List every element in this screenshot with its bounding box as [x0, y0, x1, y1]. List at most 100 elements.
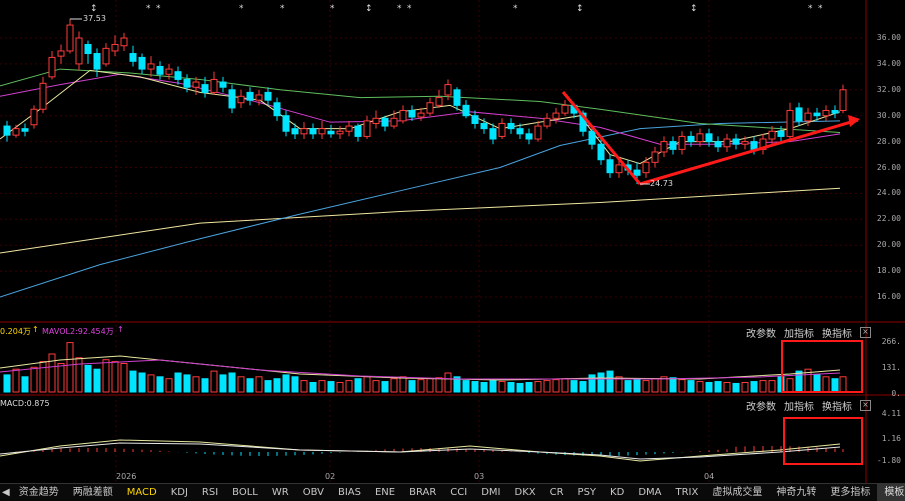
candle-body	[102, 47, 110, 65]
volume-bar	[165, 378, 173, 393]
volume-bar	[210, 370, 218, 393]
volume-bar	[84, 364, 92, 393]
candle-body	[822, 110, 830, 117]
volume-legend-b-arrow: ↑	[117, 325, 124, 334]
tab-22[interactable]: 模板	[877, 484, 905, 501]
price-tick-label: 28.00	[876, 136, 901, 146]
tab-20[interactable]: 神奇九转	[776, 487, 817, 498]
candle-body	[489, 128, 497, 140]
price-tick-label: 24.00	[876, 188, 901, 198]
volume-bar	[543, 380, 551, 393]
volume-bar	[12, 368, 20, 393]
candle-body	[399, 110, 407, 122]
candle-body	[786, 110, 794, 137]
tab-16[interactable]: KD	[610, 487, 625, 498]
volume-bar	[507, 382, 515, 393]
volume-bar	[120, 363, 128, 393]
tab-19[interactable]: 虚拟成交量	[712, 487, 763, 498]
tab-4[interactable]: RSI	[201, 487, 219, 498]
tab-6[interactable]: WR	[271, 487, 289, 498]
tab-3[interactable]: KDJ	[170, 487, 188, 498]
price-tick-label: 32.00	[876, 84, 901, 94]
macd-switch-indicator-button[interactable]: 换指标	[822, 402, 852, 413]
candle-body	[111, 43, 119, 52]
tab-7[interactable]: OBV	[302, 487, 324, 498]
volume-bar	[183, 374, 191, 393]
volume-bar	[201, 378, 209, 393]
tab-11[interactable]: CCI	[450, 487, 468, 498]
candle-body	[561, 104, 569, 114]
date-tick-label: 04	[704, 472, 715, 481]
macd-close-icon[interactable]: ×	[860, 400, 871, 411]
tab-2[interactable]: MACD	[126, 487, 157, 498]
event-marker: *	[330, 4, 335, 14]
candle-body	[129, 53, 137, 62]
volume-bar	[390, 378, 398, 393]
candle-body	[48, 56, 56, 78]
event-marker: *	[513, 4, 518, 14]
volume-bar	[732, 382, 740, 393]
volume-bar	[615, 376, 623, 393]
price-tick-label: 30.00	[876, 110, 901, 120]
candle-body	[39, 82, 47, 110]
candle-body	[336, 130, 344, 135]
high-price-label: 37.53	[83, 14, 106, 23]
tab-8[interactable]: BIAS	[337, 487, 361, 498]
volume-close-icon[interactable]: ×	[860, 327, 871, 338]
tab-1[interactable]: 两融差额	[72, 487, 113, 498]
tab-12[interactable]: DMI	[481, 487, 501, 498]
tab-5[interactable]: BOLL	[232, 487, 258, 498]
volume-bar	[21, 376, 29, 393]
tab-10[interactable]: BRAR	[409, 487, 437, 498]
volume-bar	[354, 378, 362, 393]
price-tick-label: 34.00	[876, 58, 901, 68]
candle-body	[453, 89, 461, 106]
tab-17[interactable]: DMA	[638, 487, 662, 498]
candle-body	[480, 122, 488, 130]
volume-bar	[336, 382, 344, 393]
volume-change-params-button[interactable]: 改参数	[746, 329, 776, 340]
volume-bar	[624, 380, 632, 393]
volume-bar	[228, 372, 236, 393]
candle-body	[273, 102, 281, 117]
volume-bar	[66, 342, 74, 393]
event-marker: *	[156, 4, 161, 14]
candle-body	[291, 128, 299, 135]
macd-add-indicator-button[interactable]: 加指标	[784, 402, 814, 413]
ma-line-blue	[0, 120, 841, 298]
candle-body	[93, 53, 101, 70]
candle-body	[462, 104, 470, 117]
volume-bar	[669, 377, 677, 393]
candle-body	[696, 133, 704, 143]
candle-body	[201, 84, 209, 93]
macd-change-params-button[interactable]: 改参数	[746, 402, 776, 413]
candle-body	[84, 43, 92, 55]
tab-13[interactable]: DKX	[514, 487, 536, 498]
macd-dif-line	[0, 439, 841, 462]
tab-0[interactable]: 资金趋势	[18, 487, 59, 498]
tab-9[interactable]: ENE	[374, 487, 396, 498]
volume-bar	[309, 382, 317, 393]
candle-body	[579, 112, 587, 132]
tab-14[interactable]: CR	[549, 487, 564, 498]
volume-highlight-box	[781, 340, 863, 393]
volume-switch-indicator-button[interactable]: 换指标	[822, 329, 852, 340]
ma-line-long	[0, 187, 841, 254]
tab-18[interactable]: TRIX	[675, 487, 699, 498]
volume-bar	[75, 357, 83, 393]
ma-line-green	[0, 68, 841, 134]
volume-bar	[93, 368, 101, 393]
tab-21[interactable]: 更多指标	[830, 487, 871, 498]
candle-body	[516, 128, 524, 135]
candle-body	[804, 112, 812, 122]
volume-bar	[363, 376, 371, 393]
volume-add-indicator-button[interactable]: 加指标	[784, 329, 814, 340]
tab-15[interactable]: PSY	[577, 487, 597, 498]
candle-body	[66, 24, 74, 52]
price-tick-label: 36.00	[876, 33, 901, 42]
volume-bar	[435, 377, 443, 393]
tab-scroll-left-icon[interactable]: ◀	[2, 487, 10, 498]
date-tick-label: 2026	[116, 472, 137, 481]
candle-body	[750, 141, 758, 150]
